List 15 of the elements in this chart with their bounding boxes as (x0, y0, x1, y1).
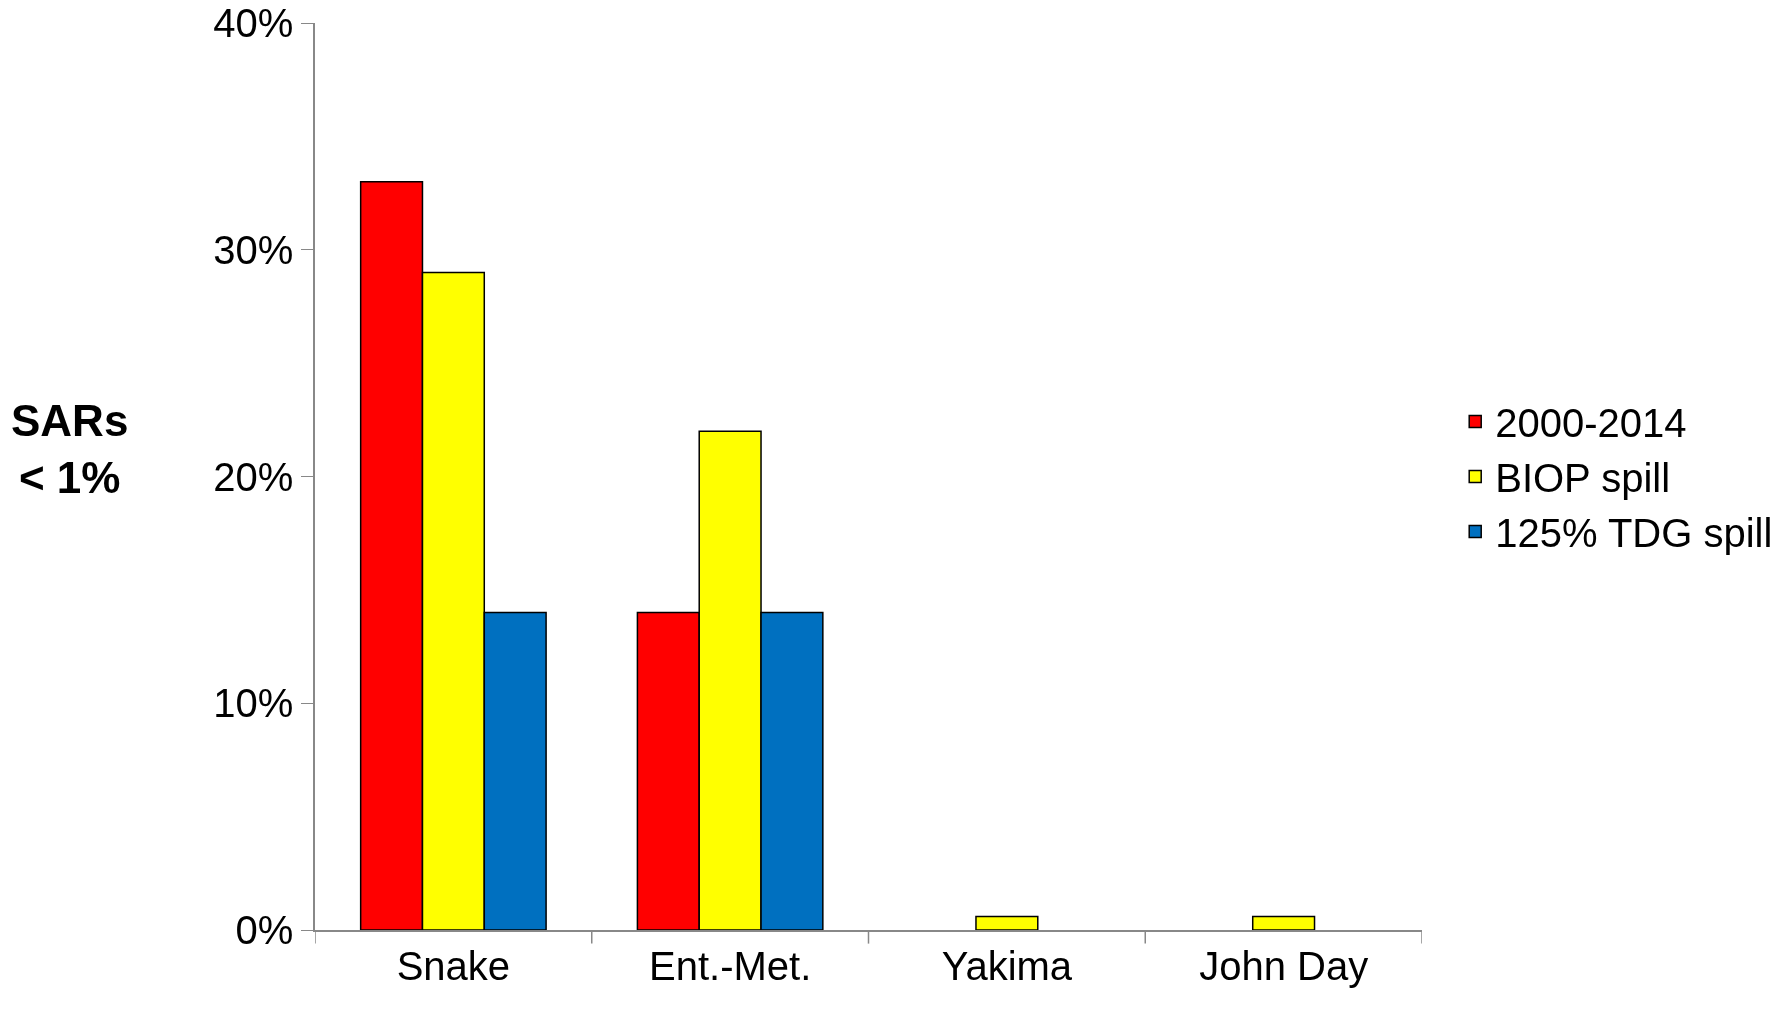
legend-label: BIOP spill (1495, 456, 1671, 501)
y-tick-label: 10% (213, 681, 294, 726)
x-tick-label: Ent.-Met. (649, 943, 812, 988)
legend-label: 125% TDG spill (1495, 511, 1773, 556)
legend-label: 2000-2014 (1495, 401, 1687, 446)
y-axis-title: SARs < 1% (11, 396, 129, 503)
x-tick-label: Snake (396, 943, 511, 988)
x-tick-label: Yakima (941, 943, 1073, 988)
y-tick-label: 0% (235, 908, 294, 952)
y-tick-label: 40% (213, 1, 294, 45)
x-tick-label: John Day (1199, 943, 1369, 988)
bar (1251, 915, 1316, 930)
y-tick-label: 30% (213, 227, 294, 272)
bar (975, 915, 1039, 930)
y-tick-label: 20% (213, 454, 294, 499)
